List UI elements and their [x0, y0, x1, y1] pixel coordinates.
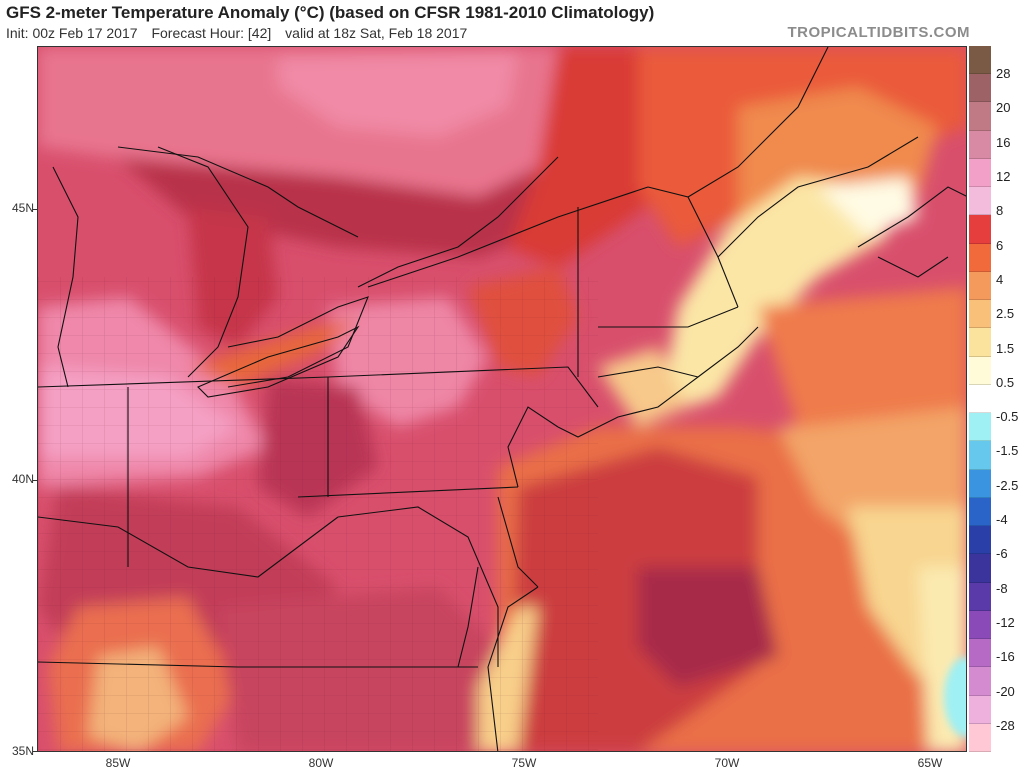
colorbar-label: -28 — [996, 717, 1015, 733]
colorbar-swatch — [969, 582, 991, 611]
colorbar-swatch — [969, 610, 991, 640]
colorbar-swatch — [969, 695, 991, 724]
colorbar-swatch — [969, 46, 991, 75]
map-subtitle: Init: 00z Feb 17 2017 Forecast Hour: [42… — [6, 25, 477, 41]
lon-label-85w: 85W — [105, 756, 131, 770]
colorbar-swatch — [969, 441, 991, 470]
colorbar-swatch — [969, 300, 991, 329]
colorbar-label: 16 — [996, 134, 1011, 150]
colorbar — [969, 46, 991, 752]
lat-label-40n: 40N — [11, 472, 34, 486]
lon-label-80w: 80W — [308, 756, 334, 770]
lat-tick — [33, 480, 38, 481]
colorbar-label: 8 — [996, 203, 1004, 219]
colorbar-label: 0.5 — [996, 374, 1015, 390]
colorbar-swatch — [969, 328, 991, 357]
lon-label-70w: 70W — [714, 756, 740, 770]
lat-label-35n: 35N — [11, 744, 34, 758]
colorbar-label: -6 — [996, 546, 1008, 562]
lat-label-45n: 45N — [11, 201, 34, 215]
colorbar-label: 6 — [996, 237, 1004, 253]
colorbar-label: -1.5 — [996, 443, 1019, 459]
colorbar-swatch — [969, 554, 991, 583]
init-time: Init: 00z Feb 17 2017 — [6, 25, 138, 41]
colorbar-swatch — [969, 723, 991, 752]
colorbar-label: 1.5 — [996, 340, 1015, 356]
lon-label-75w: 75W — [511, 756, 537, 770]
colorbar-label: 28 — [996, 66, 1011, 82]
valid-time: valid at 18z Sat, Feb 18 2017 — [285, 25, 468, 41]
brand-watermark: TROPICALTIDBITS.COM — [787, 24, 970, 41]
forecast-hour: Forecast Hour: [42] — [151, 25, 272, 41]
colorbar-label: -12 — [996, 614, 1015, 630]
colorbar-label: 12 — [996, 169, 1011, 185]
map-svg — [38, 47, 966, 751]
lat-tick — [33, 751, 38, 752]
colorbar-swatch — [969, 271, 991, 301]
boundaries — [38, 47, 966, 751]
colorbar-label: -16 — [996, 649, 1015, 665]
colorbar-label: -4 — [996, 512, 1008, 528]
colorbar-swatch — [969, 413, 991, 442]
colorbar-swatch — [969, 158, 991, 188]
lat-tick — [33, 209, 38, 210]
colorbar-swatch — [969, 384, 991, 414]
colorbar-swatch — [969, 243, 991, 272]
colorbar-swatch — [969, 667, 991, 696]
colorbar-swatch — [969, 74, 991, 103]
colorbar-label: -2.5 — [996, 477, 1019, 493]
colorbar-label: -8 — [996, 580, 1008, 596]
colorbar-swatch — [969, 187, 991, 216]
colorbar-swatch — [969, 497, 991, 527]
colorbar-label: 20 — [996, 100, 1011, 116]
colorbar-label: -20 — [996, 683, 1015, 699]
colorbar-swatch — [969, 356, 991, 385]
colorbar-swatch — [969, 526, 991, 555]
colorbar-label: 2.5 — [996, 306, 1015, 322]
colorbar-swatch — [969, 639, 991, 668]
colorbar-label: 4 — [996, 271, 1004, 287]
header: GFS 2-meter Temperature Anomaly (°C) (ba… — [0, 0, 1024, 46]
map-title: GFS 2-meter Temperature Anomaly (°C) (ba… — [6, 3, 655, 22]
colorbar-swatch — [969, 215, 991, 244]
lon-label-65w: 65W — [917, 756, 943, 770]
cold-anomaly-spot — [944, 657, 966, 737]
colorbar-swatch — [969, 102, 991, 131]
colorbar-swatch — [969, 469, 991, 498]
colorbar-swatch — [969, 130, 991, 159]
anomaly-map — [37, 46, 967, 752]
colorbar-label: -0.5 — [996, 409, 1019, 425]
county-grid — [38, 277, 598, 751]
